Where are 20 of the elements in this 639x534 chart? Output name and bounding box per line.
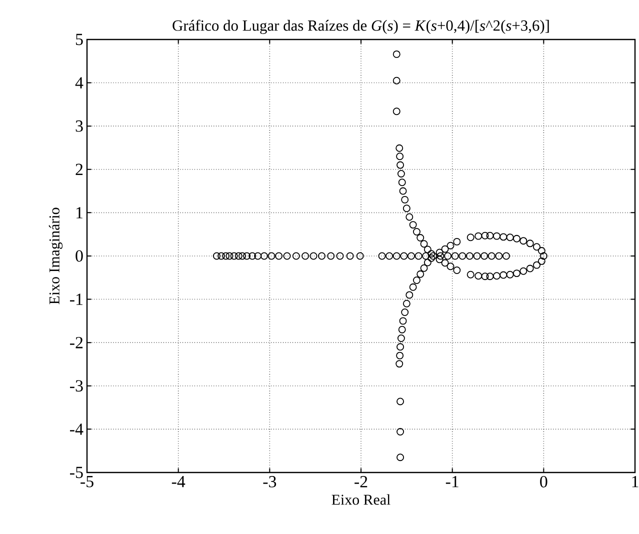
chart-title: Gráfico do Lugar das Raízes de G(s) = K(s+0,4)/[s^2(s+3,6)] (172, 20, 549, 34)
y-tick-label: 0 (76, 250, 83, 262)
y-tick-label: -5 (70, 466, 83, 478)
y-tick-label: 2 (76, 164, 83, 175)
y-tick-label: 5 (76, 34, 83, 46)
y-tick-label: 3 (76, 120, 83, 132)
y-tick-label: 1 (76, 207, 82, 218)
x-tick-label: -2 (354, 476, 368, 488)
x-tick-label: 1 (632, 476, 638, 488)
y-axis-title: Eixo Imaginário (48, 208, 63, 304)
y-tick-label: 4 (75, 77, 84, 88)
y-tick-label: -1 (70, 294, 82, 305)
x-tick-label: -1 (446, 476, 458, 488)
x-tick-label: -3 (263, 476, 276, 488)
x-axis-title: Eixo Real (332, 494, 390, 505)
x-tick-label: 0 (540, 476, 548, 488)
x-tick-label: -4 (172, 476, 186, 488)
y-tick-label: -4 (70, 424, 84, 435)
y-tick-label: -3 (70, 380, 83, 392)
y-tick-label: -2 (70, 336, 83, 348)
